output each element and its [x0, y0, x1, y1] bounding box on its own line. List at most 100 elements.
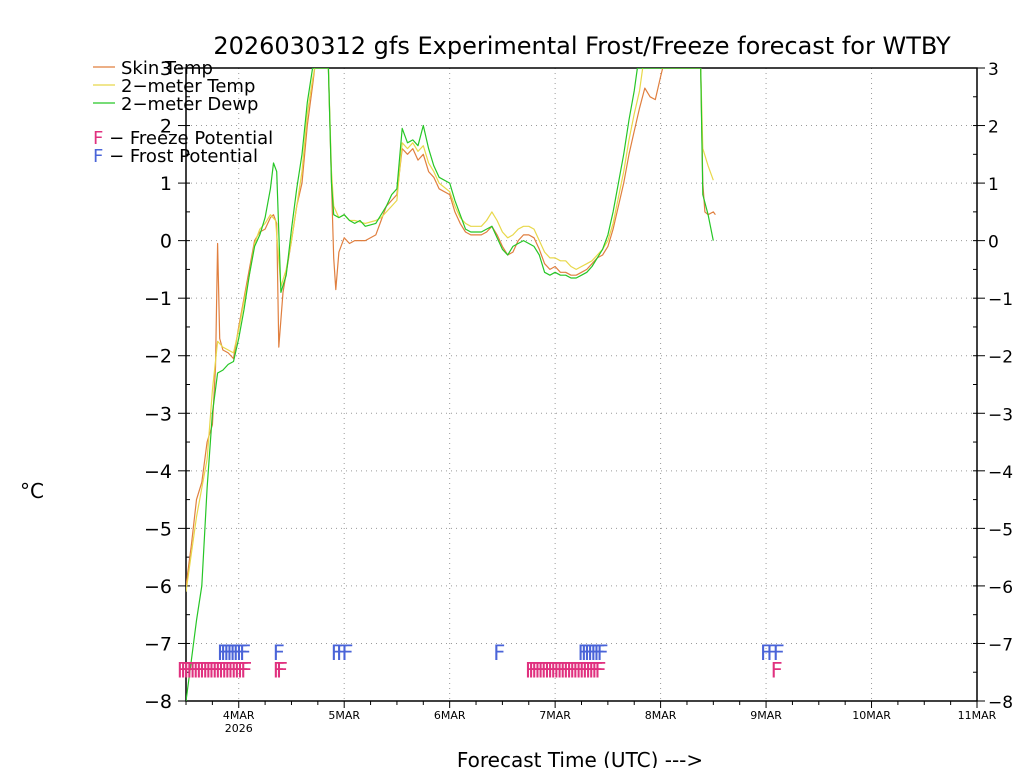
x-tick-label: 8MAR — [645, 709, 677, 722]
frost-mark: F — [773, 641, 785, 665]
freeze-mark: F — [541, 658, 553, 682]
frost-mark: F — [230, 641, 242, 665]
freeze-mark: F — [183, 658, 195, 682]
frost-mark: F — [236, 641, 248, 665]
freeze-mark: F — [582, 658, 594, 682]
freeze-mark: F — [525, 658, 537, 682]
x-axis-label: Forecast Time (UTC) ---> — [457, 748, 703, 768]
y-tick-label-left: −3 — [144, 403, 172, 425]
x-tick-label: 9MAR — [750, 709, 782, 722]
x-tick-sublabel: 2026 — [225, 722, 253, 735]
frost-mark: F — [217, 641, 229, 665]
frost-mark: F — [590, 641, 602, 665]
y-tick-label-left: −7 — [144, 633, 172, 655]
legend-label-2: 2−meter Dewp — [121, 94, 258, 115]
frost-mark: F — [336, 641, 348, 665]
y-tick-label-left: −5 — [144, 518, 172, 540]
freeze-mark: F — [572, 658, 584, 682]
y-tick-label-right: −8 — [988, 693, 1013, 713]
series-line-1 — [186, 68, 714, 592]
y-tick-label-left: −2 — [144, 346, 172, 368]
frost-mark: F — [233, 641, 245, 665]
frost-mark: F — [584, 641, 596, 665]
freeze-mark: F — [199, 658, 211, 682]
freeze-mark: F — [594, 658, 606, 682]
legend-potential-1: F − Frost Potential — [93, 146, 258, 167]
y-axis-label: °C — [20, 479, 44, 503]
frost-mark: F — [239, 641, 251, 665]
freeze-mark: F — [227, 658, 239, 682]
y-tick-label-right: −5 — [988, 520, 1013, 540]
freeze-mark: F — [177, 658, 189, 682]
frost-mark: F — [493, 641, 505, 665]
frost-mark: F — [223, 641, 235, 665]
freeze-mark: F — [579, 658, 591, 682]
grid — [186, 68, 977, 701]
freeze-mark: F — [591, 658, 603, 682]
freeze-mark: F — [180, 658, 192, 682]
frost-mark: F — [226, 641, 238, 665]
freeze-mark: F — [553, 658, 565, 682]
freeze-mark: F — [556, 658, 568, 682]
frost-mark: F — [760, 641, 772, 665]
frost-mark: F — [578, 641, 590, 665]
legend-label-1: 2−meter Temp — [121, 76, 255, 97]
freeze-mark: F — [575, 658, 587, 682]
y-tick-label-left: 0 — [160, 231, 172, 253]
frost-mark: F — [587, 641, 599, 665]
freeze-mark: F — [566, 658, 578, 682]
freeze-mark: F — [240, 658, 252, 682]
freeze-mark: F — [531, 658, 543, 682]
x-tick-label: 5MAR — [328, 709, 360, 722]
legend-potential-text: − Frost Potential — [103, 146, 258, 167]
freeze-mark: F — [563, 658, 575, 682]
freeze-mark: F — [215, 658, 227, 682]
freeze-mark: F — [547, 658, 559, 682]
chart-title: 2026030312 gfs Experimental Frost/Freeze… — [213, 32, 951, 60]
y-tick-label-right: −1 — [988, 290, 1013, 310]
freeze-mark: F — [537, 658, 549, 682]
freeze-mark: F — [205, 658, 217, 682]
legend-potential-marker: F — [93, 146, 103, 167]
frost-mark: F — [581, 641, 593, 665]
y-tick-label-right: −3 — [988, 405, 1013, 425]
series-group — [186, 68, 716, 701]
freeze-mark: F — [569, 658, 581, 682]
frost-mark: F — [593, 641, 605, 665]
frost-mark: F — [331, 641, 343, 665]
y-tick-label-left: 2 — [160, 116, 172, 138]
legend-potential-marker: F — [93, 128, 103, 149]
y-tick-label-left: −1 — [144, 288, 172, 310]
x-tick-label: 10MAR — [852, 709, 891, 722]
y-axis: −8 −8 −7 −7 −6 −6 −5 −5 −4 −4 −3 −3 −2 −2 −1 −1 0 0 1 1 2 2 3 3 — [144, 58, 1013, 713]
freeze-mark: F — [771, 658, 783, 682]
freeze-mark: F — [208, 658, 220, 682]
freeze-mark: F — [528, 658, 540, 682]
frost-mark: F — [597, 641, 609, 665]
freeze-mark: F — [534, 658, 546, 682]
y-tick-label-right: 1 — [988, 175, 999, 195]
y-tick-label-left: −6 — [144, 576, 172, 598]
y-tick-label-right: −2 — [988, 348, 1013, 368]
y-tick-label-right: −7 — [988, 635, 1013, 655]
legend-potential-text: − Freeze Potential — [103, 128, 273, 149]
freeze-mark: F — [234, 658, 246, 682]
y-tick-label-left: −8 — [144, 691, 172, 713]
y-tick-label-right: 0 — [988, 233, 999, 253]
freeze-mark: F — [588, 658, 600, 682]
freeze-mark: F — [218, 658, 230, 682]
freeze-mark: F — [231, 658, 243, 682]
freeze-mark: F — [202, 658, 214, 682]
frost-mark: F — [273, 641, 285, 665]
y-tick-label-right: 3 — [988, 60, 999, 80]
freeze-mark: F — [560, 658, 572, 682]
frost-mark: F — [220, 641, 232, 665]
freeze-mark: F — [276, 658, 288, 682]
x-tick-label: 4MAR — [223, 709, 255, 722]
freeze-mark: F — [585, 658, 597, 682]
